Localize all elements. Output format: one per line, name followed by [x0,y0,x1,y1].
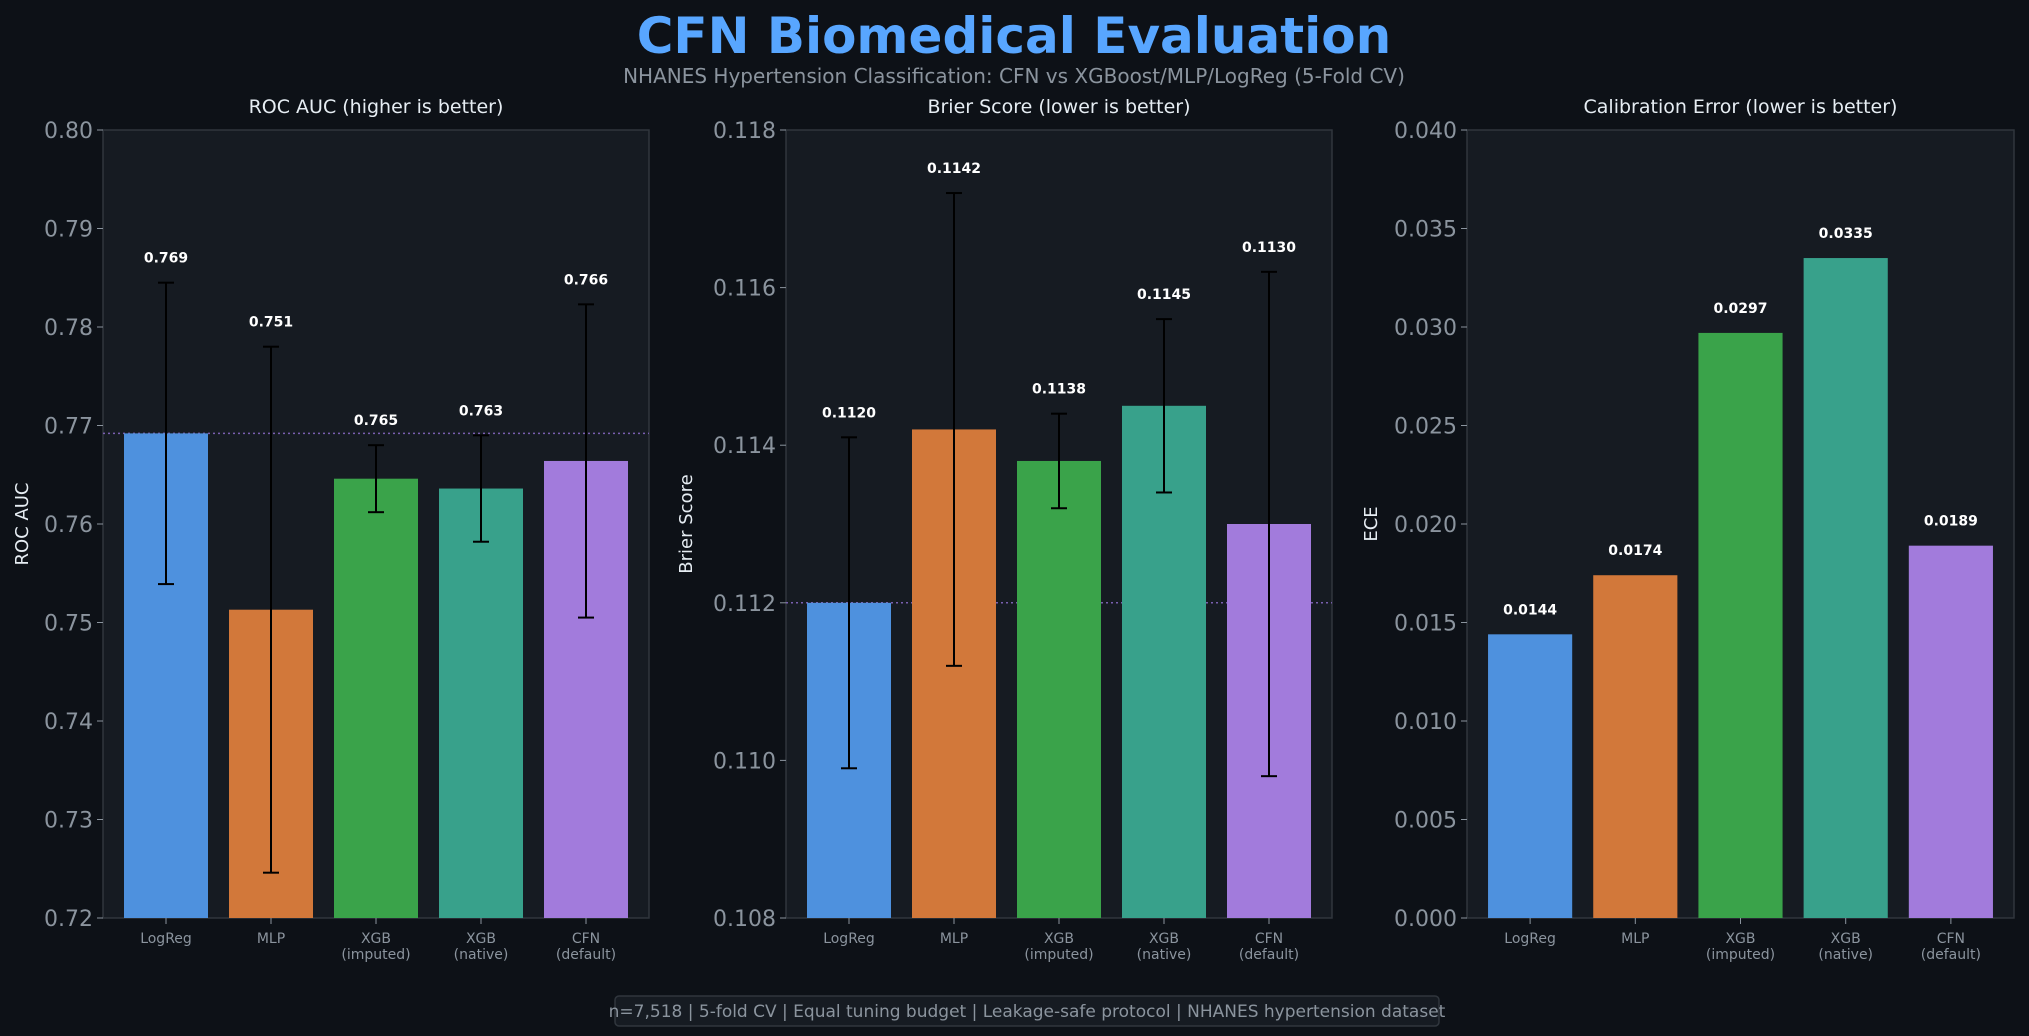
y-tick-label: 0.114 [713,434,776,459]
bar-4 [1908,545,1993,918]
y-tick-label: 0.005 [1394,809,1457,834]
y-tick-label: 0.108 [713,907,776,932]
y-tick-label: 0.035 [1394,218,1457,243]
x-tick-label: (default) [556,947,616,963]
y-tick-label: 0.77 [44,415,93,440]
x-tick-label: (native) [1137,947,1192,963]
x-tick-label: (imputed) [1024,947,1093,963]
data-label: 0.751 [249,315,293,331]
figure-subtitle: NHANES Hypertension Classification: CFN … [623,64,1405,88]
x-tick-label: (native) [1818,947,1873,963]
y-tick-label: 0.020 [1394,513,1457,538]
y-tick-label: 0.010 [1394,710,1457,735]
data-label: 0.766 [564,272,608,288]
x-tick-label: (native) [454,947,509,963]
data-label: 0.0174 [1608,543,1662,559]
x-tick-label: LogReg [140,931,192,947]
y-axis-label: ROC AUC [12,482,33,565]
y-tick-label: 0.110 [713,749,776,774]
y-tick-label: 0.030 [1394,316,1457,341]
bar-2 [1017,460,1101,918]
y-tick-label: 0.80 [44,119,93,144]
data-label: 0.0144 [1503,602,1557,618]
y-tick-label: 0.015 [1394,612,1457,637]
data-label: 0.0335 [1819,226,1873,242]
x-tick-label: LogReg [1504,931,1556,947]
x-tick-label: (imputed) [1706,947,1775,963]
y-tick-label: 0.112 [713,592,776,617]
data-label: 0.1120 [822,405,876,421]
y-tick-label: 0.116 [713,277,776,302]
data-label: 0.765 [354,413,398,429]
y-tick-label: 0.78 [44,316,93,341]
y-tick-label: 0.75 [44,612,93,637]
x-tick-label: XGB [466,931,496,947]
figure-title: CFN Biomedical Evaluation [637,7,1392,65]
chart-panel-1: Brier Score (lower is better) Brier Score… [676,96,1333,963]
x-tick-label: MLP [1621,931,1649,947]
footer-text: n=7,518 | 5-fold CV | Equal tuning budge… [609,1002,1446,1022]
x-tick-label: CFN [572,931,600,947]
data-label: 0.1145 [1137,287,1191,303]
y-axis-label: ECE [1361,506,1382,541]
panel-title: Calibration Error (lower is better) [1584,96,1898,118]
x-tick-label: MLP [257,931,285,947]
data-label: 0.769 [144,251,188,267]
bar-1 [1593,575,1678,918]
x-tick-label: CFN [1255,931,1283,947]
data-label: 0.763 [459,403,503,419]
y-tick-label: 0.79 [44,218,93,243]
x-tick-label: XGB [1044,931,1074,947]
y-tick-label: 0.025 [1394,415,1457,440]
bar-0 [1488,634,1573,918]
data-label: 0.0189 [1924,514,1978,530]
x-tick-label: XGB [361,931,391,947]
bar-2 [1698,332,1783,918]
x-tick-label: CFN [1937,931,1965,947]
y-tick-label: 0.040 [1394,119,1457,144]
chart-panel-2: Calibration Error (lower is better) ECE 0.… [1361,96,2015,963]
x-tick-label: XGB [1725,931,1755,947]
chart-panels: ROC AUC (higher is better) ROC AUC 0.72 0.7… [12,96,2015,963]
bar-3 [1803,258,1888,918]
panel-title: ROC AUC (higher is better) [249,96,504,118]
data-label: 0.1138 [1032,382,1086,398]
y-tick-label: 0.72 [44,907,93,932]
panel-title: Brier Score (lower is better) [927,96,1190,118]
data-label: 0.1142 [927,161,981,177]
x-tick-label: (default) [1921,947,1981,963]
data-label: 0.0297 [1713,301,1767,317]
footer-box: n=7,518 | 5-fold CV | Equal tuning budge… [609,995,1446,1027]
y-tick-label: 0.76 [44,513,93,538]
x-tick-label: (imputed) [341,947,410,963]
data-label: 0.1130 [1242,240,1296,256]
y-tick-label: 0.73 [44,809,93,834]
bar-3 [439,488,523,918]
y-axis-label: Brier Score [676,474,697,573]
y-tick-label: 0.118 [713,119,776,144]
bar-2 [334,478,418,918]
x-tick-label: LogReg [823,931,875,947]
x-tick-label: XGB [1831,931,1861,947]
chart-panel-0: ROC AUC (higher is better) ROC AUC 0.72 0.7… [12,96,650,963]
y-tick-label: 0.74 [44,710,93,735]
x-tick-label: XGB [1149,931,1179,947]
y-tick-label: 0.000 [1394,907,1457,932]
x-tick-label: (default) [1239,947,1299,963]
x-tick-label: MLP [940,931,968,947]
